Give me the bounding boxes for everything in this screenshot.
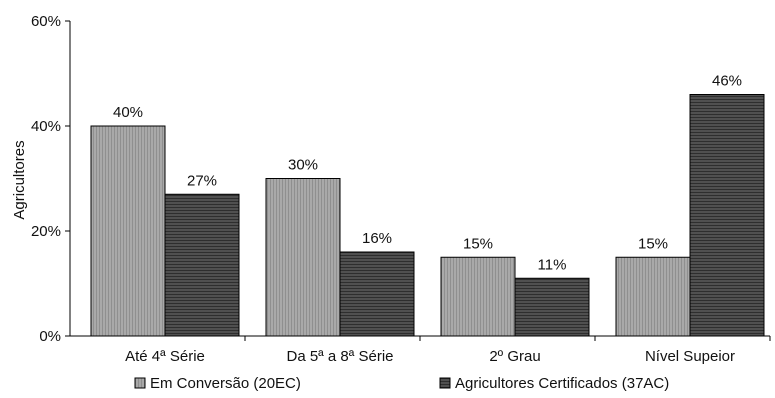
bar-value-label: 15%	[638, 235, 668, 252]
bar-certificados	[164, 193, 240, 337]
bar-certificados	[689, 94, 765, 337]
data-labels-group: 40% 27% 30% 16% 15% 11% 15% 46%	[113, 73, 742, 274]
x-tick-label: Da 5ª a 8ª Série	[287, 348, 394, 365]
bar-em-conversao	[90, 125, 166, 337]
y-tick-label: 60%	[31, 13, 61, 30]
y-tick-label: 0%	[39, 328, 61, 345]
bar-em-conversao	[265, 178, 341, 337]
legend-swatch	[439, 377, 451, 389]
legend-item: Agricultores Certificados (37AC)	[439, 375, 669, 392]
legend-label: Agricultores Certificados (37AC)	[455, 375, 669, 392]
bar-value-label: 15%	[463, 235, 493, 252]
x-tick-label: Nível Supeior	[645, 348, 735, 365]
legend: Em Conversão (20EC) Agricultores Certific…	[134, 375, 669, 392]
y-tick-label: 40%	[31, 118, 61, 135]
bar-value-label: 40%	[113, 104, 143, 121]
bar-value-label: 27%	[187, 172, 217, 189]
bar-certificados	[514, 277, 590, 337]
legend-label: Em Conversão (20EC)	[150, 375, 301, 392]
bars-group	[90, 94, 765, 337]
legend-item: Em Conversão (20EC)	[134, 375, 301, 392]
x-tick-label: Até 4ª Série	[125, 348, 205, 365]
x-tick-label: 2º Grau	[489, 348, 540, 365]
bar-value-label: 11%	[538, 256, 567, 273]
bar-em-conversao	[615, 256, 691, 337]
y-axis: 0% 20% 40% 60%	[31, 13, 70, 345]
y-axis-label: Agricultores	[11, 140, 28, 219]
bar-value-label: 16%	[362, 230, 392, 247]
bar-value-label: 46%	[712, 73, 742, 90]
legend-swatch	[134, 377, 146, 389]
bar-em-conversao	[440, 256, 516, 337]
bar-certificados	[339, 251, 415, 337]
y-tick-label: 20%	[31, 223, 61, 240]
bar-value-label: 30%	[288, 157, 318, 174]
x-axis: Até 4ª Série Da 5ª a 8ª Série 2º Grau Nível…	[125, 336, 771, 365]
